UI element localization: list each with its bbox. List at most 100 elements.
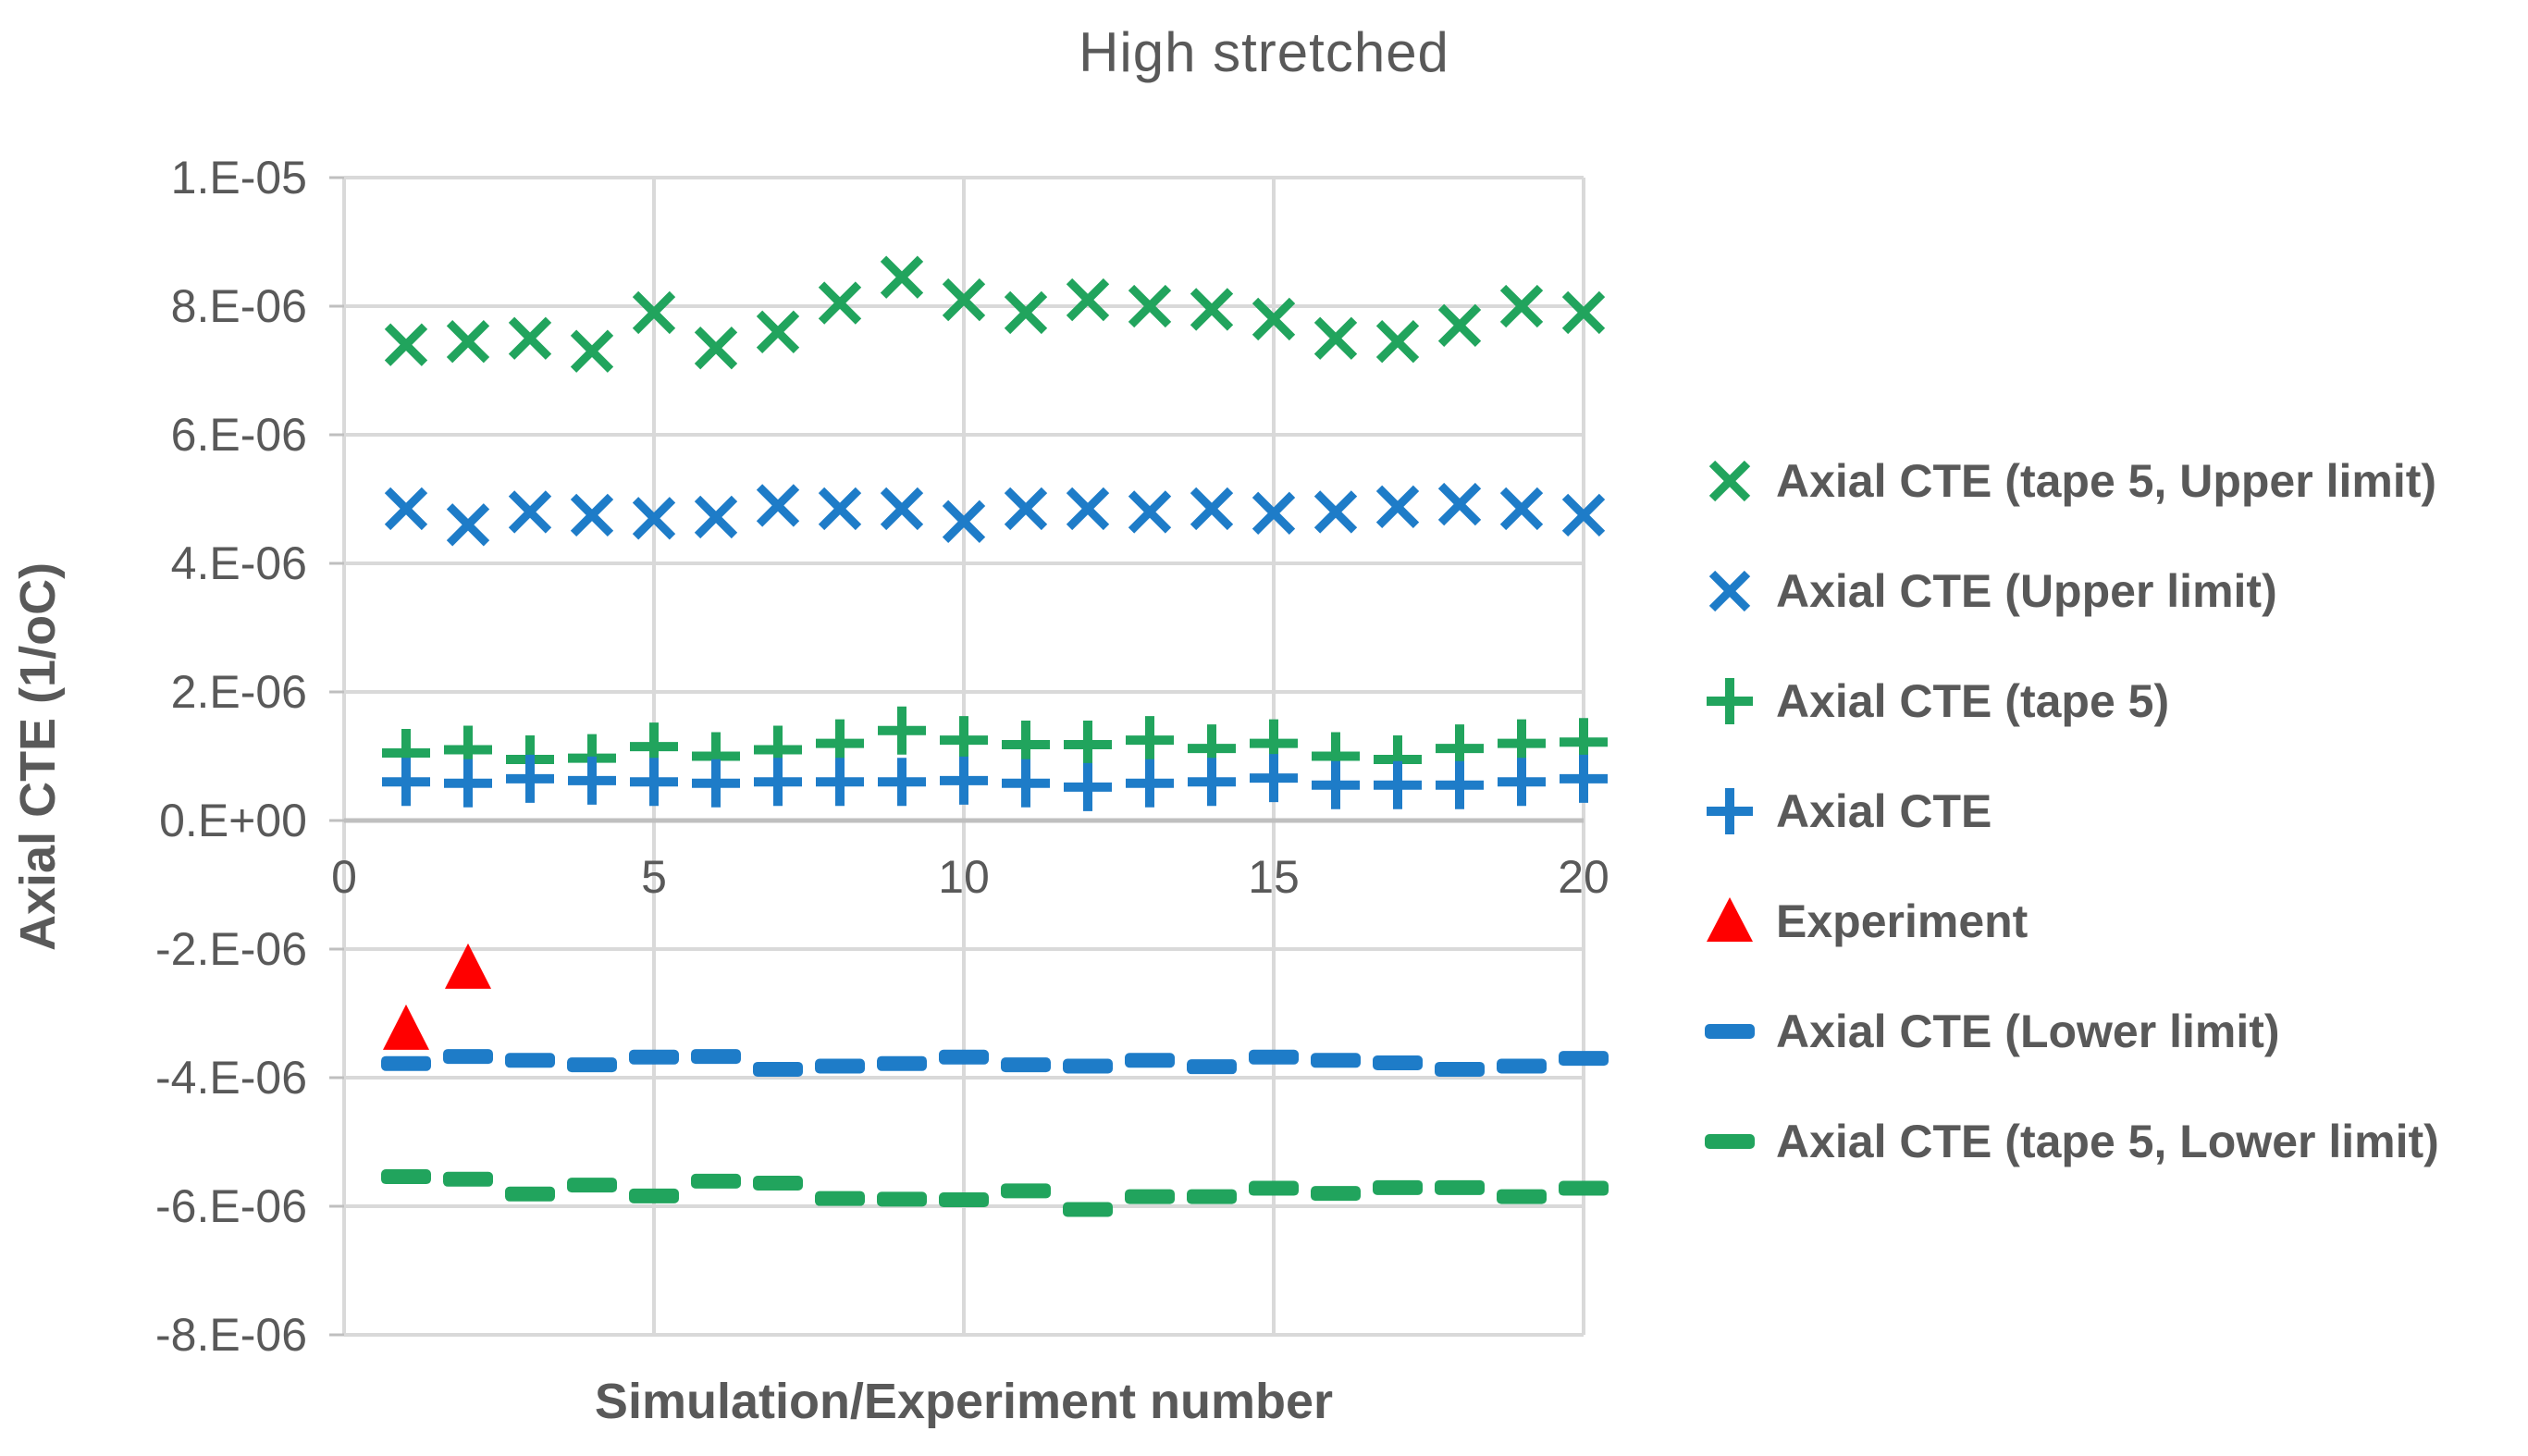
data-point: [1313, 490, 1358, 534]
data-point: [878, 758, 926, 807]
data-point: [1187, 1189, 1237, 1204]
data-point: [756, 310, 800, 353]
data-point: [694, 326, 738, 370]
data-point: [877, 1191, 927, 1207]
x-tick-label: 5: [641, 851, 667, 903]
data-point: [880, 255, 924, 299]
data-point: [1559, 1180, 1609, 1196]
y-tick-label: -2.E-06: [155, 923, 307, 975]
data-point: [939, 1049, 989, 1065]
data-point: [381, 1055, 431, 1071]
data-point: [815, 1191, 865, 1206]
data-point: [508, 490, 552, 534]
chart-title: High stretched: [1079, 21, 1449, 83]
legend-item: Axial CTE (tape 5, Upper limit): [1702, 449, 2436, 513]
data-point: [818, 487, 862, 531]
data-point: [1190, 487, 1234, 531]
data-point: [940, 716, 988, 765]
legend-item-label: Axial CTE (tape 5, Upper limit): [1776, 455, 2437, 507]
data-point: [629, 1049, 679, 1065]
data-point: [445, 943, 491, 989]
data-point: [1001, 1183, 1051, 1199]
data-point: [1373, 1179, 1423, 1195]
data-point: [1437, 482, 1482, 526]
data-point: [1249, 1049, 1299, 1065]
data-point: [632, 497, 676, 540]
data-point: [1312, 760, 1360, 809]
legend-item: Experiment: [1702, 889, 2028, 954]
data-point: [1498, 758, 1546, 807]
data-point: [1188, 758, 1236, 807]
data-point: [942, 500, 986, 544]
data-point: [1187, 1059, 1237, 1075]
data-point: [691, 1173, 741, 1189]
data-point: [816, 758, 864, 807]
data-point: [508, 316, 552, 360]
dash-marker-icon: [1705, 1134, 1755, 1149]
x-marker-icon: [1708, 570, 1751, 612]
data-point: [1004, 290, 1048, 335]
data-point: [1063, 1202, 1113, 1217]
data-point: [939, 1192, 989, 1208]
data-point: [1499, 284, 1544, 328]
data-point: [1437, 303, 1482, 348]
data-point: [381, 1169, 431, 1185]
data-point: [692, 759, 740, 808]
data-point: [880, 487, 924, 531]
data-point: [1497, 1189, 1547, 1204]
x-tick-label: 10: [938, 851, 990, 903]
data-point: [1375, 320, 1420, 364]
legend-item-label: Axial CTE (tape 5): [1776, 675, 2170, 727]
data-point: [1497, 1058, 1547, 1074]
data-point: [942, 278, 986, 322]
data-point: [1125, 1189, 1175, 1204]
legend-item: Axial CTE: [1702, 779, 1992, 844]
data-point: [1250, 754, 1298, 803]
legend-item-label: Axial CTE: [1776, 785, 1992, 837]
y-tick-label: 6.E-06: [171, 409, 307, 461]
data-point: [1560, 754, 1608, 803]
y-tick-label: 4.E-06: [171, 537, 307, 589]
data-point: [691, 1049, 741, 1065]
x-tick-label: 15: [1248, 851, 1300, 903]
data-point: [1125, 1053, 1175, 1068]
y-tick-label: -8.E-06: [155, 1309, 307, 1361]
data-point: [1311, 1053, 1361, 1068]
legend-item: Axial CTE (tape 5, Lower limit): [1702, 1109, 2439, 1174]
y-tick-label: 0.E+00: [159, 795, 307, 846]
data-point: [1435, 1179, 1485, 1195]
legend-item-label: Axial CTE (tape 5, Lower limit): [1776, 1116, 2439, 1167]
data-point: [753, 1061, 803, 1077]
data-point: [570, 493, 614, 537]
data-point: [1436, 760, 1484, 809]
x-tick-label: 20: [1558, 851, 1609, 903]
data-point: [1561, 290, 1606, 335]
x-tick-label: 0: [331, 851, 357, 903]
data-point: [567, 1057, 617, 1073]
y-tick-label: 2.E-06: [171, 666, 307, 718]
y-tick-label: 8.E-06: [171, 280, 307, 332]
data-point: [815, 1058, 865, 1074]
data-point: [753, 1175, 803, 1191]
data-point: [567, 1178, 617, 1193]
data-point: [1499, 487, 1544, 531]
data-point: [630, 758, 678, 807]
data-point: [506, 754, 554, 803]
x-marker-icon: [1708, 460, 1751, 502]
data-point: [1313, 316, 1358, 360]
legend-item: Axial CTE (tape 5): [1702, 669, 2169, 734]
data-point: [444, 759, 492, 808]
y-tick-label: 1.E-05: [171, 152, 307, 204]
data-point: [1001, 1057, 1051, 1073]
data-point: [877, 1055, 927, 1071]
data-point: [1128, 490, 1172, 534]
data-point: [1066, 487, 1110, 531]
data-point: [1374, 760, 1422, 809]
data-point: [1126, 759, 1174, 808]
data-point: [383, 1004, 429, 1050]
legend-item: Axial CTE (Lower limit): [1702, 999, 2280, 1064]
data-point: [1064, 762, 1112, 811]
data-point: [1252, 491, 1296, 535]
